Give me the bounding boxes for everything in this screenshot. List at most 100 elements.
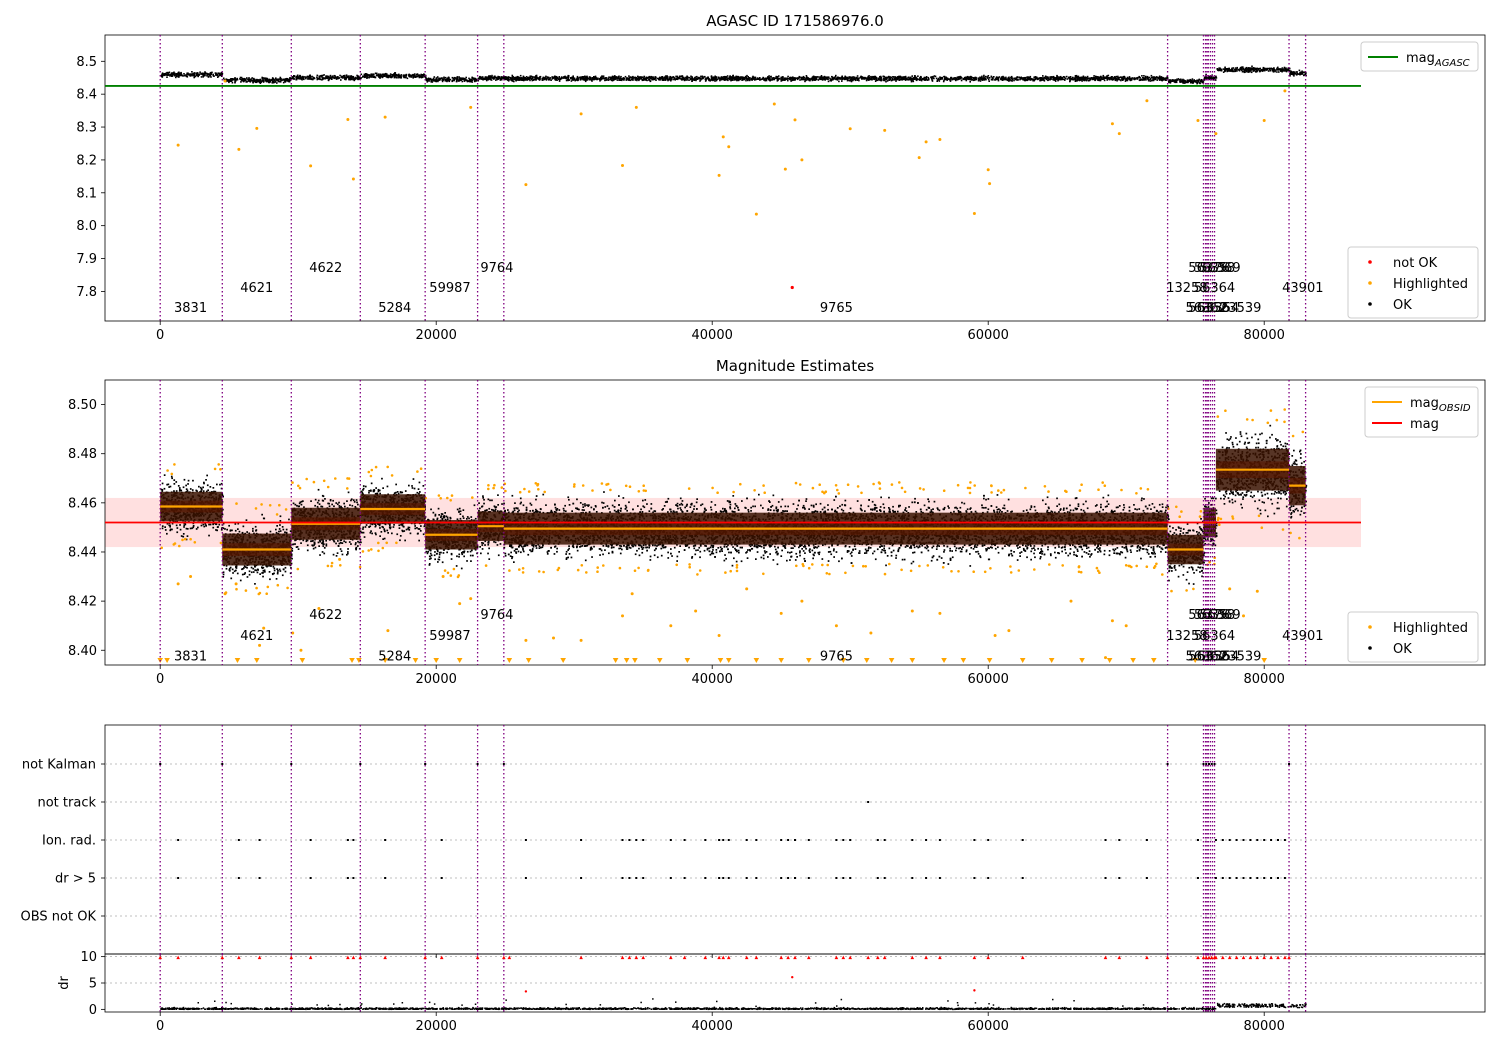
ok-point <box>1076 75 1078 78</box>
ok-point <box>161 490 164 492</box>
ok-point <box>394 73 396 76</box>
ok-point <box>1006 78 1008 80</box>
ok-point <box>270 79 272 82</box>
ok-point <box>471 81 474 83</box>
ok-point <box>667 79 669 82</box>
ok-point <box>576 75 579 78</box>
ok-point <box>300 78 303 80</box>
ok-point <box>833 77 836 79</box>
ok-point <box>169 528 172 531</box>
ok-point <box>212 526 215 529</box>
ok-point <box>1291 71 1293 74</box>
ok-point <box>1014 77 1017 80</box>
ok-point <box>231 81 234 84</box>
ok-point <box>250 80 253 82</box>
ok-point <box>1126 76 1129 79</box>
ok-point <box>280 79 282 82</box>
ok-point <box>469 79 471 81</box>
ok-point <box>1060 78 1062 81</box>
ok-point <box>699 77 701 80</box>
ok-point <box>169 75 171 77</box>
ok-point <box>547 76 550 79</box>
ok-point <box>299 75 302 77</box>
ok-point <box>302 76 305 78</box>
highlighted-point <box>793 118 797 122</box>
ok-point <box>1239 68 1242 71</box>
ok-point <box>235 79 237 82</box>
ok-point <box>423 74 426 76</box>
ok-point <box>1115 75 1118 78</box>
ok-point <box>898 78 900 81</box>
ok-point <box>1274 70 1276 73</box>
ok-point <box>645 76 648 79</box>
ok-point <box>383 73 385 75</box>
ok-point <box>206 484 209 487</box>
ok-point <box>1130 77 1133 80</box>
ok-point <box>386 76 388 79</box>
highlighted-point <box>783 167 787 171</box>
ok-point <box>455 77 457 79</box>
ok-point <box>399 75 401 77</box>
ok-point <box>1109 78 1111 81</box>
ok-point <box>1007 77 1010 79</box>
ok-point <box>316 76 318 79</box>
ok-point <box>714 76 717 79</box>
ok-point <box>372 76 375 78</box>
ok-point <box>375 74 378 77</box>
ok-point <box>701 75 704 78</box>
ok-point <box>271 82 274 84</box>
ok-point <box>313 77 315 79</box>
ok-point <box>220 75 223 77</box>
ok-point <box>441 79 443 81</box>
ok-point <box>496 78 499 81</box>
ok-point <box>268 571 271 573</box>
ok-point <box>1089 78 1092 81</box>
ok-point <box>1259 67 1261 70</box>
ok-point <box>781 76 784 79</box>
ok-point <box>257 79 259 81</box>
ok-point <box>724 75 726 78</box>
ok-point <box>1152 79 1155 82</box>
ok-point <box>170 73 173 75</box>
ok-point <box>240 81 242 83</box>
ok-point <box>1256 70 1258 73</box>
ok-point <box>838 80 840 83</box>
ok-point <box>1166 77 1169 79</box>
ok-point <box>1056 74 1058 77</box>
ok-point <box>206 75 208 77</box>
ok-point <box>444 80 447 82</box>
ok-point <box>688 76 691 79</box>
ok-point <box>234 81 236 84</box>
ok-point <box>345 78 347 81</box>
ok-point <box>1082 75 1085 78</box>
ok-point <box>737 75 739 78</box>
ok-point <box>423 75 426 78</box>
ok-point <box>277 569 279 572</box>
ok-point <box>691 77 693 80</box>
ok-point <box>343 76 345 78</box>
highlighted-point <box>219 541 223 545</box>
ok-point <box>193 76 195 79</box>
ok-point <box>544 77 547 80</box>
ok-point <box>319 76 321 78</box>
ok-point <box>939 76 941 78</box>
ok-point <box>322 74 324 77</box>
ok-point <box>253 79 256 82</box>
ok-point <box>891 77 894 80</box>
ok-point <box>913 77 915 79</box>
ok-point <box>1156 79 1158 81</box>
ok-point <box>879 76 881 78</box>
ok-point <box>177 71 180 74</box>
ok-point <box>1226 68 1229 71</box>
ok-point <box>1024 78 1026 81</box>
ok-point <box>389 76 391 78</box>
ok-point <box>643 75 646 78</box>
ok-point <box>800 77 802 80</box>
ok-point <box>630 76 632 79</box>
ok-point <box>1069 76 1072 78</box>
highlighted-point <box>917 156 921 160</box>
ok-point <box>263 78 266 80</box>
ok-point <box>232 78 234 81</box>
ok-point <box>459 77 461 79</box>
ok-point <box>923 77 925 80</box>
